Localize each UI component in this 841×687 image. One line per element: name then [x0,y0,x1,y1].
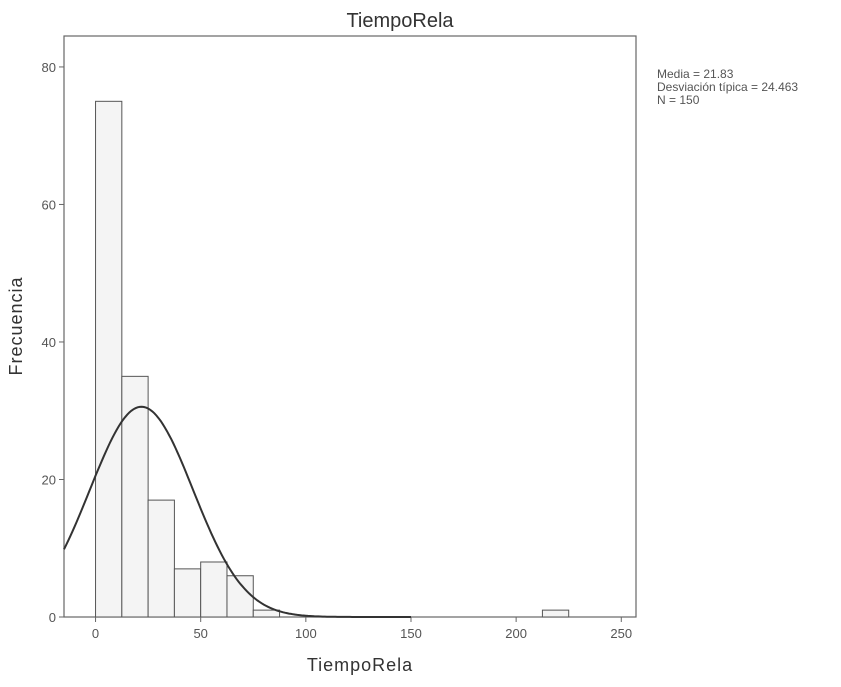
y-tick-label: 0 [49,610,56,625]
y-tick-label: 60 [42,197,56,212]
stats-line: Media = 21.83 [657,67,734,81]
y-tick-label: 40 [42,335,56,350]
stats-line: N = 150 [657,93,700,107]
histogram-bar [252,609,281,618]
histogram-bar [226,575,254,618]
normal-curve [63,405,411,618]
histogram-bar [173,568,202,618]
y-tick-label: 80 [42,60,56,75]
x-tick-label: 250 [610,626,632,641]
x-tick-label: 50 [193,626,207,641]
stats-line: Desviación típica = 24.463 [657,80,798,94]
x-tick-label: 150 [400,626,422,641]
x-tick-label: 0 [92,626,99,641]
x-axis-label: TiempoRela [307,655,413,675]
x-tick-label: 200 [505,626,527,641]
x-tick-label: 100 [295,626,317,641]
plot-area: 0 50 100 150 200 250 0 20 40 60 80 [42,35,637,641]
histogram-bar [541,609,570,618]
histogram-bar [95,100,123,618]
histogram-bar [121,375,149,618]
chart-title: TiempoRela [346,10,454,32]
histogram-bar [147,499,175,618]
y-axis-label: Frecuencia [6,276,26,375]
histogram-bar [200,561,228,618]
y-tick-label: 20 [42,472,56,487]
